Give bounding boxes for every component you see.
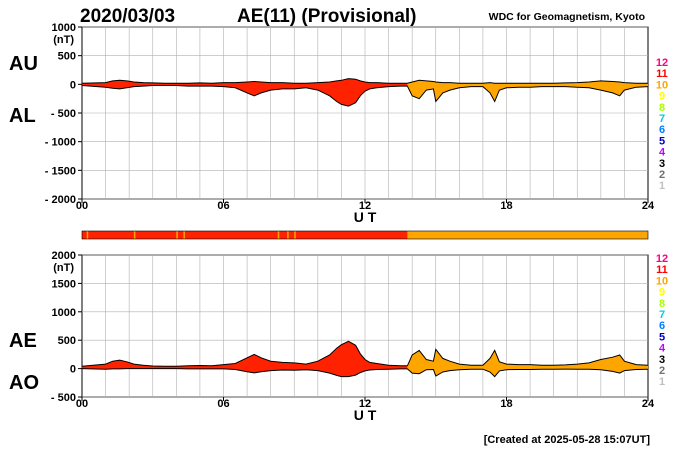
x-tick-label: 00 — [76, 200, 88, 212]
y-tick-label: - 500 — [51, 392, 76, 404]
station-count-legend-label: 9 — [659, 287, 665, 299]
station-count-legend-label: 4 — [659, 147, 666, 159]
y-tick-label: - 2000 — [45, 194, 76, 206]
x-tick-label: 12 — [359, 200, 371, 212]
chart-source: WDC for Geomagnetism, Kyoto — [489, 11, 645, 23]
au-al-unit: (nT) — [53, 34, 74, 46]
x-tick-label: 24 — [642, 200, 655, 212]
chart-date: 2020/03/03 — [80, 6, 175, 27]
station-count-legend-label: 10 — [656, 79, 668, 91]
x-tick-label: 18 — [500, 200, 512, 212]
y-tick-label: 500 — [58, 51, 76, 63]
station-bar-segment-10 — [407, 231, 648, 239]
y-tick-label: - 1500 — [45, 165, 76, 177]
station-bar-gap — [176, 231, 178, 239]
station-count-legend-label: 5 — [659, 135, 665, 147]
au-al-data — [81, 78, 649, 107]
au-al-x-ticks: 00 06 12 18 24 — [76, 199, 655, 212]
label-ae: AE — [9, 330, 37, 352]
ae-ao-x-ticks: 00 06 12 18 24 — [76, 397, 655, 410]
y-tick-label: 0 — [70, 364, 76, 376]
ae-ao-data — [81, 340, 649, 378]
station-count-legend-label: 2 — [659, 365, 665, 377]
station-count-legend-label: 7 — [659, 113, 665, 125]
station-count-legend-label: 1 — [659, 376, 665, 388]
ae-ao-x-label: U T — [354, 407, 377, 423]
y-tick-label: 500 — [58, 335, 76, 347]
y-tick-label: 1000 — [52, 307, 76, 319]
x-tick-label: 24 — [642, 398, 655, 410]
label-al: AL — [9, 105, 36, 127]
x-tick-label: 18 — [500, 398, 512, 410]
station-count-legend-label: 11 — [656, 264, 668, 276]
x-tick-label: 12 — [359, 398, 371, 410]
y-tick-label: - 1000 — [45, 137, 76, 149]
au-al-x-label: U T — [354, 209, 377, 225]
series-line-al — [81, 85, 649, 107]
y-tick-label: - 500 — [51, 108, 76, 120]
y-tick-label: 0 — [70, 79, 76, 91]
series-line-ao — [81, 368, 649, 378]
y-tick-label: 1500 — [52, 278, 76, 290]
station-bar-gap — [133, 231, 136, 239]
station-count-legend-label: 8 — [659, 298, 665, 310]
au-al-y-ticks: 1000 500 0 - 500 - 1000 - 1500 - 2000 — [45, 22, 82, 206]
y-tick-label: 2000 — [52, 250, 76, 262]
station-bar-gap — [294, 231, 296, 239]
station-bar-gap — [86, 231, 89, 239]
created-timestamp: [Created at 2025-05-28 15:07UT] — [484, 434, 651, 446]
label-au: AU — [9, 53, 38, 75]
label-ao: AO — [9, 372, 39, 394]
station-count-legend-label: 4 — [659, 343, 666, 355]
station-count-legend-label: 5 — [659, 331, 665, 343]
station-bar-frame — [81, 230, 649, 240]
x-tick-label: 06 — [217, 200, 229, 212]
y-tick-label: 1000 — [52, 22, 76, 34]
ae-ao-panel: 2000 1500 1000 500 0 - 500 00 06 12 18 24 (nT) AE… — [9, 250, 655, 423]
station-count-legend-label: 8 — [659, 102, 665, 114]
au-al-panel: 1000 500 0 - 500 - 1000 - 1500 - 2000 00 06 12 18… — [9, 22, 655, 225]
station-bar-gap — [183, 231, 185, 239]
x-tick-label: 00 — [76, 398, 88, 410]
station-count-legend-label: 10 — [656, 275, 668, 287]
station-count-legend-label: 2 — [659, 169, 665, 181]
series-line-au — [81, 78, 648, 84]
station-count-legend-label: 9 — [659, 91, 665, 103]
station-count-legend-label: 3 — [659, 354, 665, 366]
station-count-legend-label: 6 — [659, 124, 665, 136]
station-bar-gap — [277, 231, 280, 239]
ae-ao-y-ticks: 2000 1500 1000 500 0 - 500 — [51, 250, 82, 404]
series-line-ae — [81, 340, 649, 367]
station-bar-gap — [287, 231, 289, 239]
area-segment-11-stations — [82, 341, 408, 377]
area-segment-10-stations — [407, 80, 648, 102]
x-tick-label: 06 — [217, 398, 229, 410]
station-count-legend-label: 11 — [656, 68, 668, 80]
station-count-bar — [81, 230, 649, 240]
station-count-legend-label: 6 — [659, 320, 665, 332]
station-count-legend-label: 1 — [659, 180, 665, 192]
station-count-legend-label: 3 — [659, 158, 665, 170]
station-count-legend-label: 12 — [656, 57, 668, 69]
station-bar-segment-11 — [82, 231, 408, 239]
ae-ao-unit: (nT) — [53, 262, 74, 274]
chart-title: AE(11) (Provisional) — [237, 6, 417, 27]
station-count-legend-label: 12 — [656, 253, 668, 265]
station-count-legend-label: 7 — [659, 309, 665, 321]
